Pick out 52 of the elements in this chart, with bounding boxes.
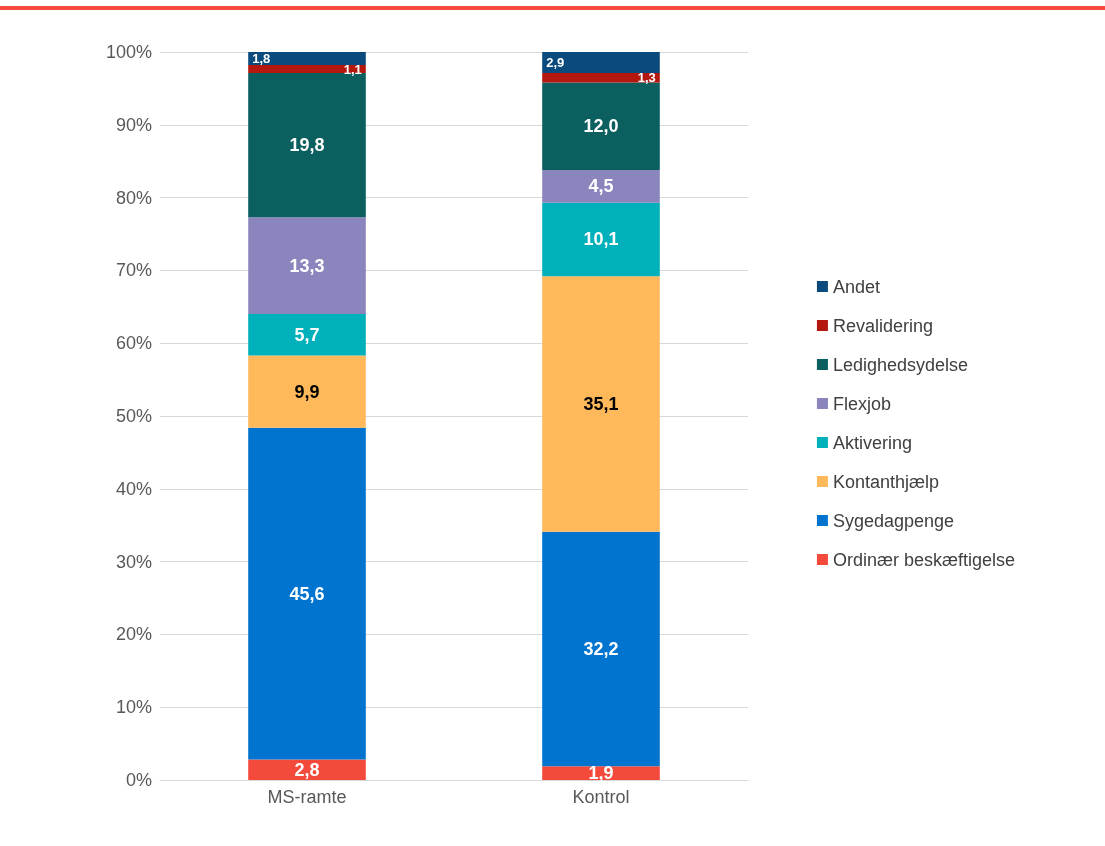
y-tick-label: 20% — [115, 624, 152, 645]
bar — [542, 82, 660, 170]
bar — [248, 427, 366, 760]
legend-label: Ledighedsydelse — [832, 354, 969, 375]
legend-label: Kontanthjælp — [832, 471, 939, 492]
data-label: 1,9 — [588, 763, 614, 784]
legend-label: Ordinær beskæftigelse — [832, 549, 1015, 570]
data-label: 12,0 — [583, 116, 619, 137]
bar — [248, 217, 366, 315]
x-tick-label: Kontrol — [572, 787, 630, 807]
bar — [248, 314, 366, 356]
data-label: 9,9 — [294, 381, 320, 402]
y-tick-label: 60% — [115, 333, 152, 354]
legend-label: Revalidering — [832, 315, 933, 336]
data-label: 45,6 — [289, 583, 325, 604]
data-label: 35,1 — [583, 393, 619, 414]
y-tick-label: 90% — [115, 114, 152, 135]
bar — [248, 355, 366, 428]
bar — [248, 65, 366, 74]
data-label: 1,3 — [637, 70, 656, 86]
legend-label: Sygedagpenge — [832, 510, 955, 531]
data-label: 10,1 — [583, 229, 619, 250]
data-label: 32,2 — [583, 638, 619, 659]
bar — [542, 73, 660, 83]
bar — [542, 52, 660, 74]
data-label: 13,3 — [289, 255, 325, 276]
y-tick-label: 10% — [115, 697, 152, 718]
y-tick-label: 70% — [115, 260, 152, 281]
bar — [248, 52, 366, 66]
y-tick-label: 0% — [125, 770, 152, 790]
bar — [542, 169, 660, 203]
y-tick-label: 40% — [115, 478, 152, 499]
bar — [248, 759, 366, 780]
bar — [542, 531, 660, 767]
data-label: 2,8 — [294, 759, 320, 780]
bar — [542, 276, 660, 532]
legend-label: Andet — [832, 276, 880, 297]
bar — [542, 202, 660, 277]
data-label: 1,1 — [343, 61, 362, 77]
y-tick-label: 50% — [115, 406, 152, 426]
data-label: 2,9 — [546, 55, 565, 71]
x-tick-label: MS-ramte — [267, 787, 347, 807]
y-tick-label: 30% — [115, 551, 152, 572]
legend-label: Flexjob — [832, 393, 891, 414]
data-label: 4,5 — [588, 176, 614, 197]
y-tick-label: 80% — [115, 187, 152, 208]
data-label: 5,7 — [294, 324, 320, 345]
data-label: 1,8 — [252, 51, 271, 67]
y-tick-label: 100% — [105, 42, 152, 62]
bar — [542, 766, 660, 780]
legend-label: Aktivering — [832, 432, 912, 453]
data-label: 19,8 — [289, 135, 325, 156]
